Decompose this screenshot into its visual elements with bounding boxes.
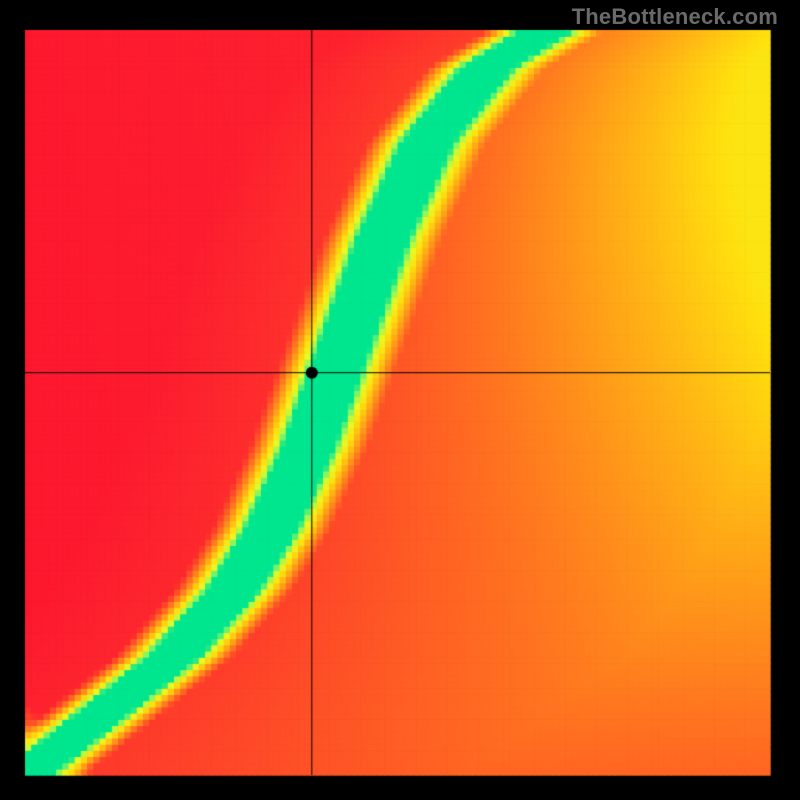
watermark-text: TheBottleneck.com — [572, 4, 778, 30]
bottleneck-heatmap — [0, 0, 800, 800]
